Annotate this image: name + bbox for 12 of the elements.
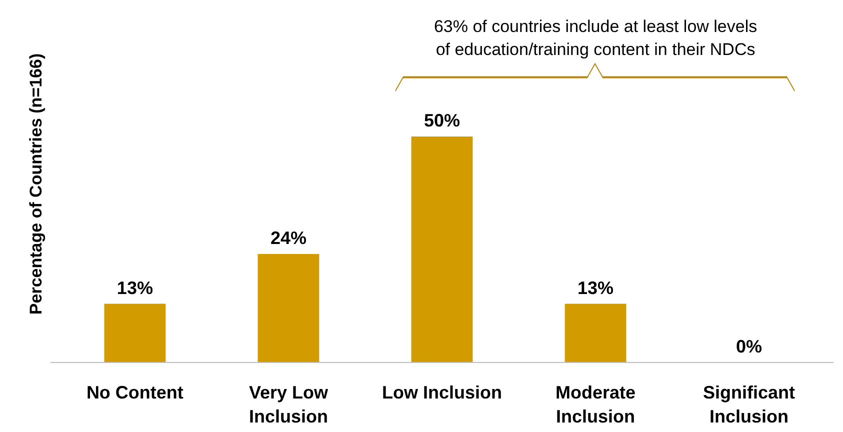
text: 63% of countries include at least low levels of education/training content in their NDCs [434,17,758,59]
x-tick-label: Low Inclusion [382,382,502,402]
data-label: 13% [116,278,153,298]
data-label: 50% [424,110,460,131]
x-tick-label: Significant Inclusion [703,382,796,426]
x-tick-label: Moderate Inclusion [556,382,636,426]
data-label: 13% [578,278,614,298]
data-label: 24% [270,228,306,248]
y-axis-title: Percentage of Countries (n=166) [26,53,46,315]
data-label: 0% [736,336,762,356]
x-tick-label: Very Low Inclusion [248,382,329,426]
x-tick-label: No Content [86,382,184,402]
